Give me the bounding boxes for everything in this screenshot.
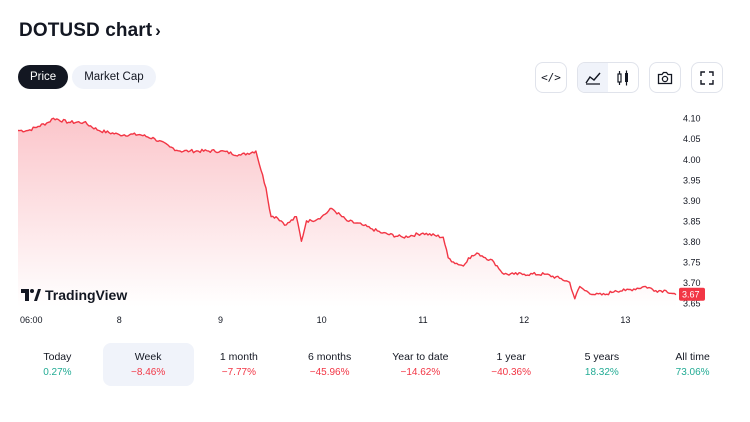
period-change: −40.36% <box>491 367 531 378</box>
y-tick-label: 3.65 <box>683 298 701 308</box>
period-change: −14.62% <box>400 367 441 378</box>
tab-market-cap[interactable]: Market Cap <box>72 65 156 89</box>
page-title[interactable]: DOTUSD chart › <box>19 20 161 42</box>
period-label: All time <box>675 351 710 363</box>
period-change: −45.96% <box>309 367 350 378</box>
period-6-months[interactable]: 6 months −45.96% <box>284 343 375 386</box>
tab-price[interactable]: Price <box>18 65 69 89</box>
chevron-right-icon: › <box>155 21 161 40</box>
y-tick-label: 3.75 <box>683 257 701 267</box>
x-tick-label: 13 <box>620 315 630 325</box>
period-label: 5 years <box>584 351 620 363</box>
candles-icon[interactable] <box>608 63 638 92</box>
last-price-label: 3.67 <box>682 290 700 300</box>
period-week[interactable]: Week −8.46% <box>102 343 194 386</box>
period-1-year[interactable]: 1 year −40.36% <box>466 343 557 386</box>
y-tick-label: 3.90 <box>683 196 701 206</box>
y-tick-label: 4.10 <box>683 114 701 124</box>
y-tick-label: 3.70 <box>683 278 701 288</box>
x-tick-label: 12 <box>519 315 529 325</box>
x-tick-label: 11 <box>418 315 427 325</box>
period-change: −8.46% <box>131 367 166 378</box>
period-label: Today <box>43 351 72 363</box>
area-chart-icon[interactable] <box>578 63 608 92</box>
period-label: 1 month <box>219 351 258 363</box>
x-tick-label: 06:00 <box>20 315 43 325</box>
camera-icon[interactable] <box>649 62 681 93</box>
y-tick-label: 3.95 <box>683 175 701 185</box>
tradingview-logo-icon <box>21 289 41 301</box>
chart-type-tabs: Price Market Cap <box>18 65 156 89</box>
tradingview-logo: TradingView <box>21 287 127 303</box>
fullscreen-icon[interactable] <box>691 62 723 93</box>
price-chart[interactable]: 4.10 4.05 4.00 3.95 3.90 3.85 3.80 3.75 3.70 3.65… <box>0 100 750 330</box>
chart-toolbar: </> <box>535 62 723 93</box>
period-1-month[interactable]: 1 month −7.77% <box>194 343 285 386</box>
period-label: Year to date <box>392 351 449 363</box>
period-label: 6 months <box>308 351 352 363</box>
symbol-title: DOTUSD chart <box>19 20 153 41</box>
y-tick-label: 4.00 <box>683 155 701 165</box>
tradingview-logo-text: TradingView <box>45 287 128 303</box>
period-label: Week <box>134 351 162 363</box>
x-tick-label: 9 <box>218 315 223 325</box>
chart-style-toggle <box>577 62 639 93</box>
period-change: 18.32% <box>584 367 619 378</box>
period-today[interactable]: Today 0.27% <box>12 343 103 386</box>
y-tick-label: 3.80 <box>683 237 701 247</box>
period-label: 1 year <box>496 351 526 363</box>
performance-periods: Today 0.27% Week −8.46% 1 month −7.77% 6 month… <box>12 343 738 386</box>
period-change: 73.06% <box>675 367 710 378</box>
x-tick-label: 10 <box>317 315 327 325</box>
period-year-to-date[interactable]: Year to date −14.62% <box>375 343 466 386</box>
period-change: 0.27% <box>43 367 72 378</box>
embed-icon[interactable]: </> <box>535 62 567 93</box>
period-5-years[interactable]: 5 years 18.32% <box>557 343 648 386</box>
price-area-fill <box>18 118 676 307</box>
price-line <box>17 117 677 300</box>
period-all-time[interactable]: All time 73.06% <box>647 343 738 386</box>
y-tick-label: 4.05 <box>683 134 701 144</box>
x-tick-label: 8 <box>117 315 122 325</box>
y-tick-label: 3.85 <box>683 216 701 226</box>
period-change: −7.77% <box>221 367 256 378</box>
last-price-badge <box>679 287 705 301</box>
